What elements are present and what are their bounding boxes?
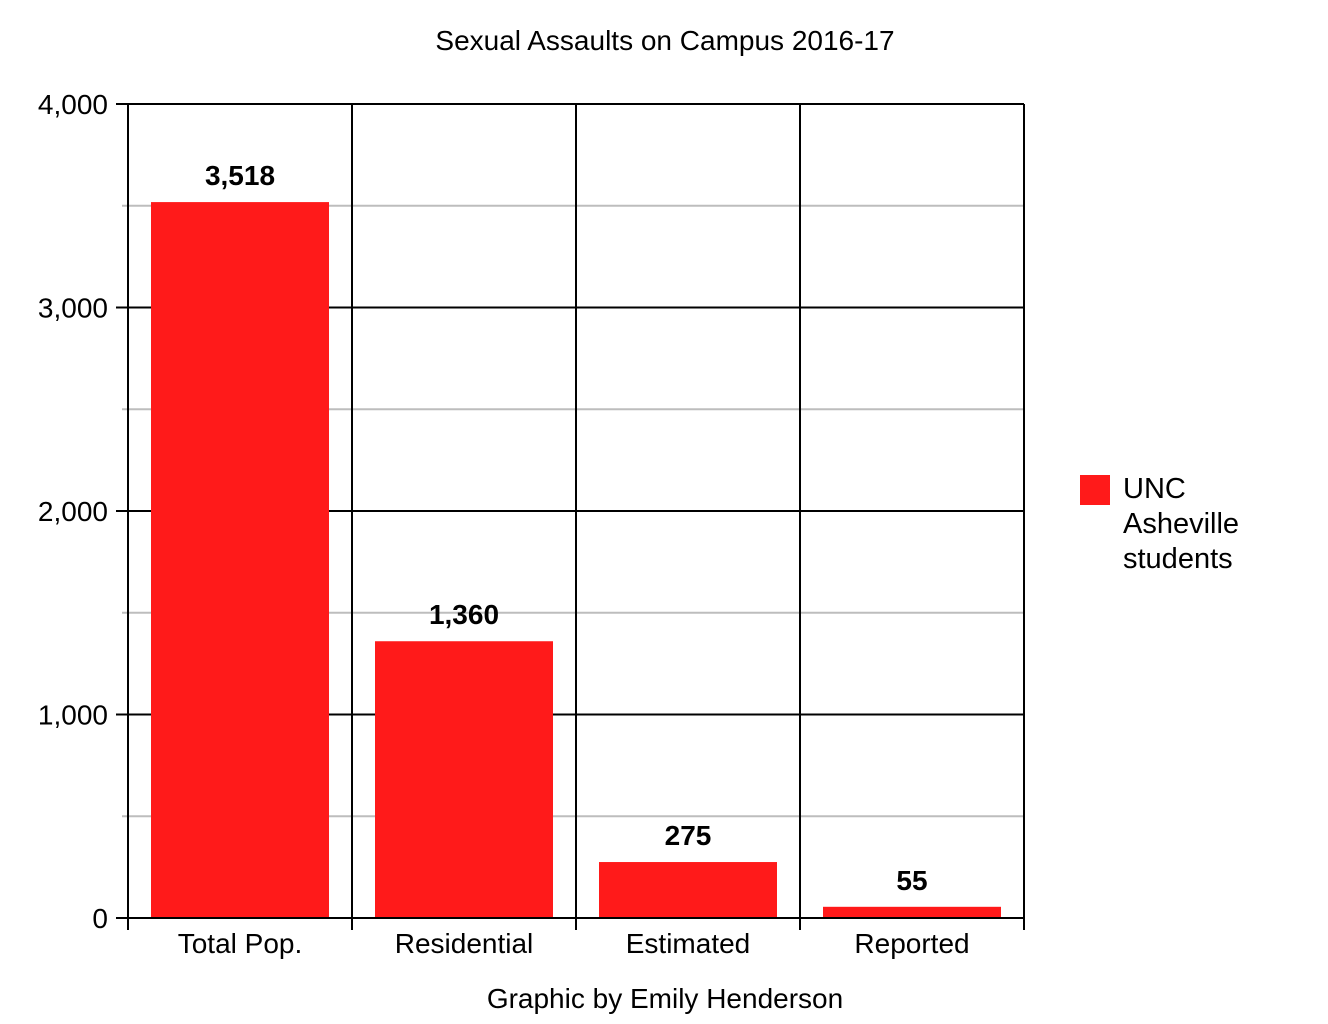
legend-swatch: [1080, 475, 1110, 505]
legend-label: UNC Asheville students: [1123, 473, 1240, 575]
bar: [823, 906, 1001, 918]
labels: 3,518 1,360 275 55 0 1,000 2,000 3,000 4,000 Tota…: [38, 89, 970, 959]
x-axis-title: Graphic by Emily Henderson: [487, 983, 843, 1014]
x-tick-label: Estimated: [626, 928, 751, 959]
x-tick-label: Residential: [395, 928, 534, 959]
data-label: 3,518: [205, 160, 275, 191]
y-tick-label: 1,000: [38, 700, 108, 731]
y-tick-label: 4,000: [38, 89, 108, 120]
y-tick-label: 3,000: [38, 293, 108, 324]
y-tick-label: 2,000: [38, 496, 108, 527]
bar: [375, 641, 553, 918]
data-label: 1,360: [429, 599, 499, 630]
chart-title: Sexual Assaults on Campus 2016-17: [435, 25, 894, 56]
data-label: 55: [896, 865, 927, 896]
y-tick-label: 0: [92, 903, 108, 934]
legend: UNC Asheville students: [1080, 472, 1310, 577]
axes: [127, 104, 1025, 930]
x-tick-label: Total Pop.: [178, 928, 303, 959]
bar: [151, 202, 329, 918]
data-label: 275: [665, 820, 712, 851]
bars: [151, 202, 1001, 918]
x-tick-label: Reported: [854, 928, 969, 959]
bar: [599, 862, 777, 918]
